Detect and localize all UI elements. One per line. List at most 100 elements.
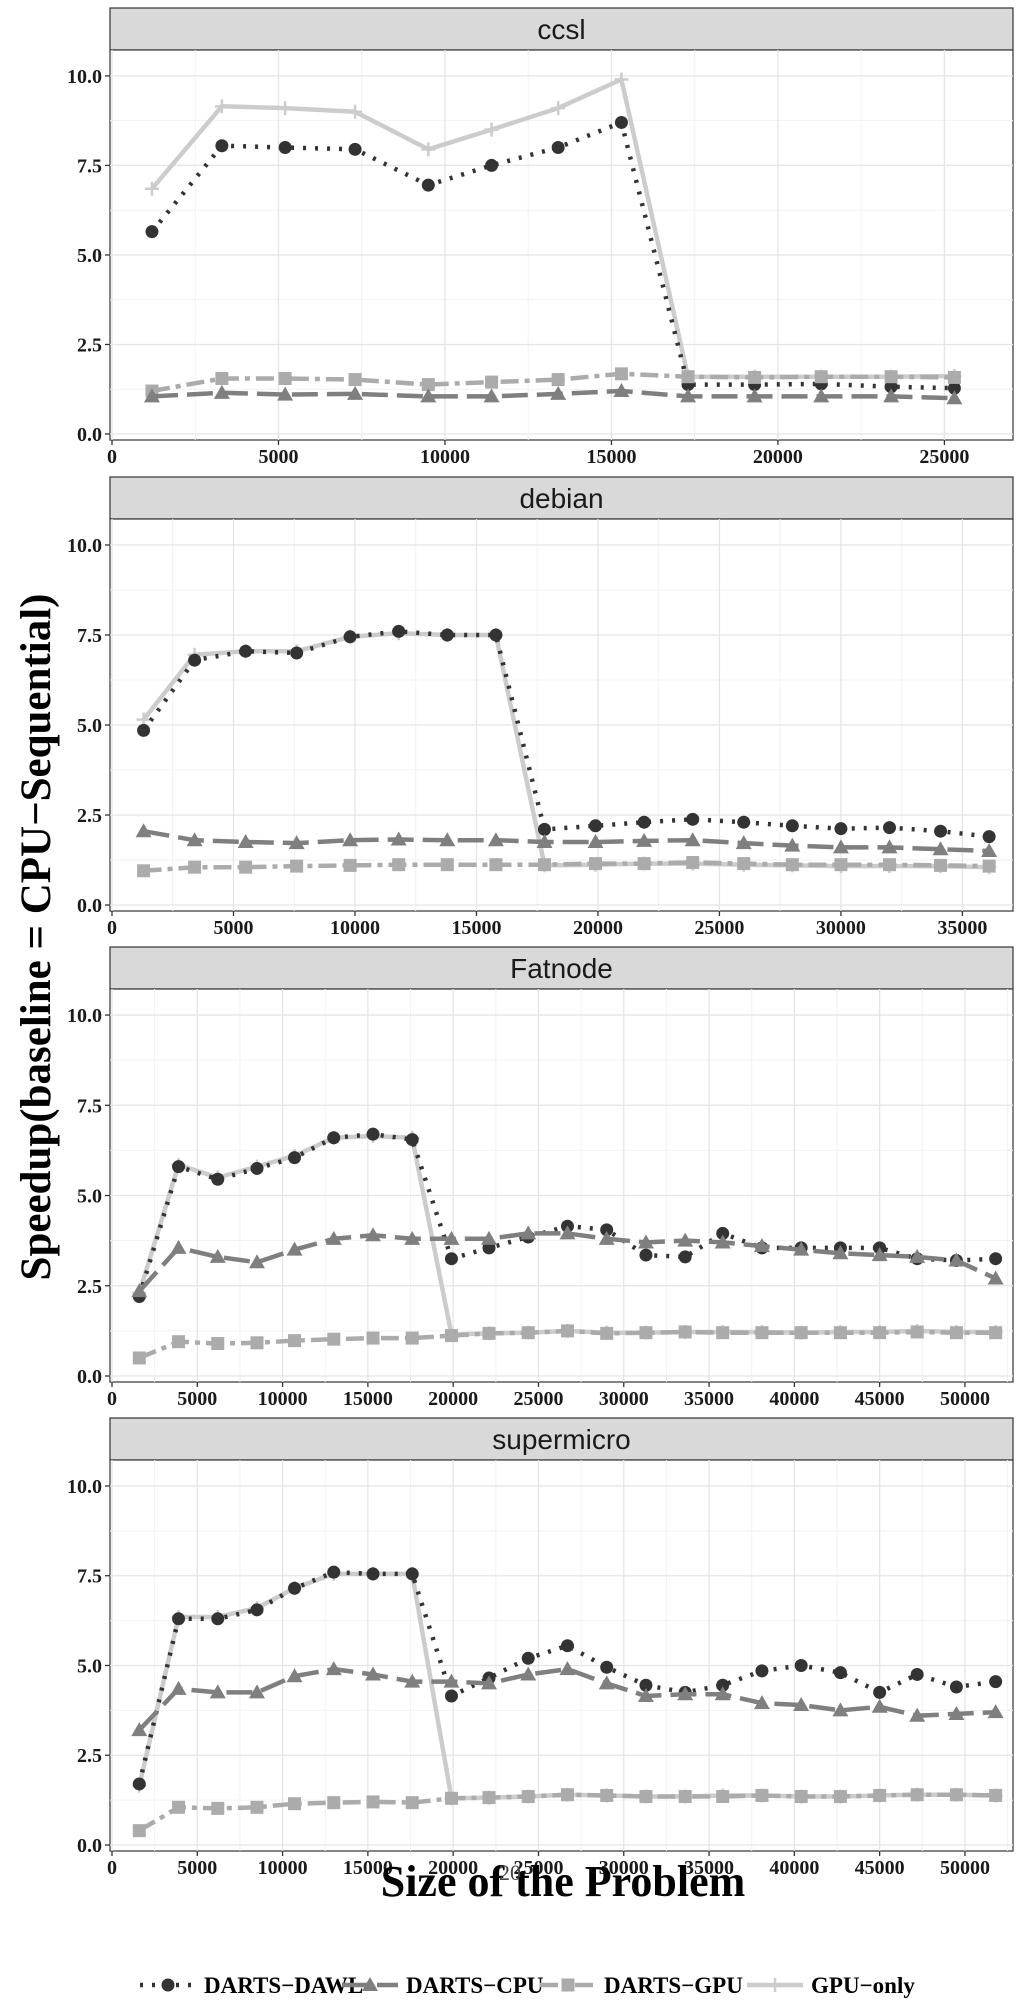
data-point [342,832,359,847]
data-point [405,1567,419,1581]
data-point [405,1331,419,1345]
data-point [405,1796,419,1810]
data-point [537,822,551,836]
data-point [421,178,435,192]
data-point [737,857,751,871]
data-point [832,1245,849,1260]
data-point [794,1658,808,1672]
data-point [440,628,454,642]
data-point [343,858,357,872]
data-point [755,1326,769,1340]
data-point [288,1334,302,1348]
data-point [483,388,500,403]
plot-area [109,988,1014,1383]
data-point [327,1332,341,1346]
data-point [250,1161,264,1175]
x-tick-label: 5000 [177,1388,217,1410]
data-point [989,1675,1003,1689]
data-point [172,1800,186,1814]
data-point [211,1801,225,1815]
panel-title: Fatnode [510,953,613,984]
data-point [485,375,499,389]
data-point [286,1668,303,1683]
series-line [143,860,990,874]
x-tick-label: 20000 [428,1388,478,1410]
data-point [910,1788,924,1802]
data-point [637,815,651,829]
x-tick-label: 5000 [213,917,253,939]
y-tick-label: 10.0 [67,66,102,88]
data-point [137,723,151,737]
data-point [482,1326,496,1340]
data-point [170,1680,187,1695]
data-point [277,386,294,401]
data-point [639,1326,653,1340]
data-point [366,1795,380,1809]
data-point [987,1270,1004,1285]
data-point [834,822,848,836]
data-point [239,860,253,874]
series-darts-dawl [132,1565,1003,1791]
data-point [249,1684,265,1699]
data-point [439,832,456,847]
data-point [589,819,603,833]
legend-label: GPU−only [811,1973,915,1998]
x-tick-label: 20000 [573,917,623,939]
data-point [215,371,229,385]
data-point [186,832,203,847]
data-point [278,141,292,155]
panel-strip [109,7,1014,51]
data-point [444,1689,458,1703]
legend-key-marker [768,1978,782,1992]
data-point [639,1790,653,1804]
data-point [443,1673,460,1688]
data-point [250,1603,264,1617]
data-point [560,1639,574,1653]
data-point [325,1230,342,1245]
data-point [327,1565,341,1579]
x-tick-label: 10000 [420,446,470,468]
data-point [420,388,437,403]
legend-key-marker [161,1978,175,1992]
grid-major [110,989,1013,1382]
data-point [989,1326,1003,1340]
y-tick-label: 0.0 [77,1835,102,1857]
data-point [737,815,751,829]
data-point [932,841,949,856]
data-point [753,1695,770,1710]
panel-title: ccsl [537,14,585,45]
data-point [909,1248,926,1263]
data-point [934,858,948,872]
data-point [366,1331,380,1345]
data-point [680,388,697,403]
y-tick-label: 5.0 [77,1186,102,1208]
data-point [327,1796,341,1810]
x-tick-label: 40000 [769,1388,819,1410]
data-point [131,1722,148,1737]
legend-item-darts-cpu: DARTS−CPU [342,1973,544,1998]
x-tick-label: 0 [107,1857,117,1879]
legend: DARTS−DAWL DARTS−CPU DARTS−GPU GPU−only [140,1973,915,1998]
legend-key-marker [362,1977,378,1991]
data-point [404,1230,421,1245]
data-point [600,1326,614,1340]
data-point [678,1325,692,1339]
data-point [560,1324,574,1338]
data-point [684,832,701,847]
panel-strip [109,946,1014,990]
data-point [883,388,900,403]
data-point [444,1252,458,1266]
data-point [551,141,565,155]
series-darts-gpu [132,1324,1003,1365]
data-point [521,1326,535,1340]
data-point [833,1790,847,1804]
x-tick-label: 15000 [451,917,501,939]
data-point [832,1702,849,1717]
data-point [214,99,229,114]
data-point [290,859,304,873]
data-point [614,367,628,381]
x-tick-label: 45000 [855,1857,905,1879]
data-point [600,1223,614,1237]
data-point [392,624,406,638]
data-point [489,858,503,872]
